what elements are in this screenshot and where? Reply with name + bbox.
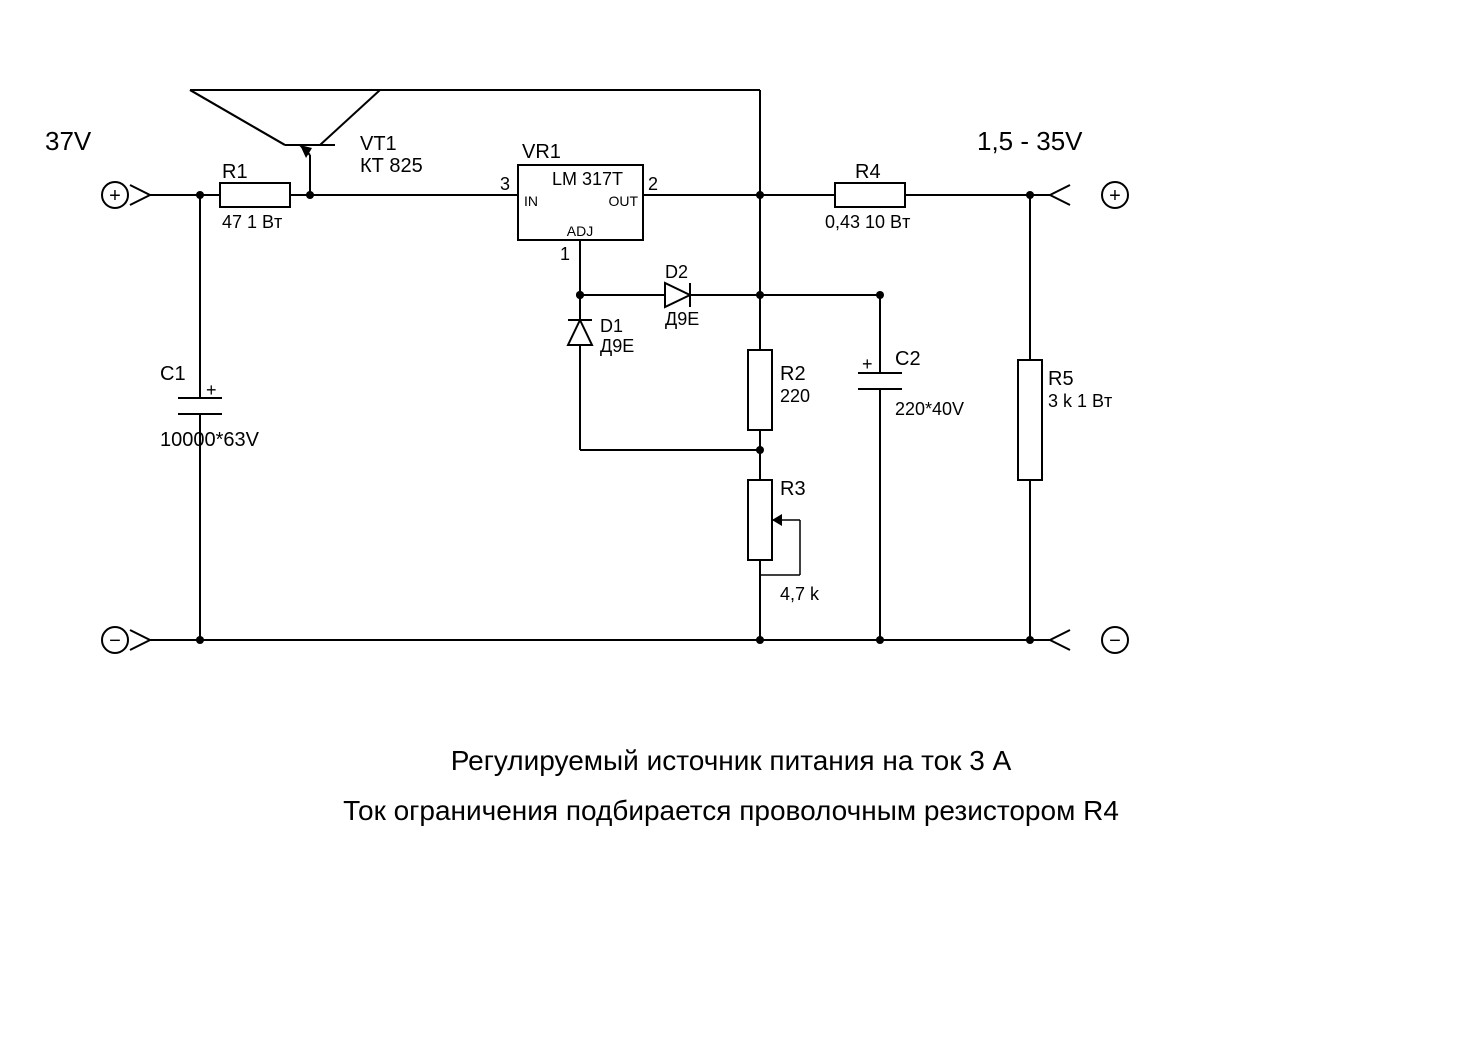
d1-val: Д9Е (600, 336, 634, 356)
r4-ref: R4 (855, 161, 881, 183)
r5-ref: R5 (1048, 368, 1074, 390)
r1-body (220, 183, 290, 207)
r5-body (1018, 360, 1042, 480)
caption-line2: Ток ограничения подбирается проволочным … (343, 795, 1119, 826)
r2-body (748, 350, 772, 430)
c1-ref: C1 (160, 363, 186, 385)
out-minus-terminal: − (1102, 627, 1128, 653)
d1-ref: D1 (600, 316, 623, 336)
r4-val: 0,43 10 Bт (825, 212, 910, 232)
c2-ref: C2 (895, 348, 921, 370)
d1-diode (568, 320, 592, 345)
d2-diode (665, 283, 690, 307)
in-minus-label: − (109, 630, 121, 652)
r3-val: 4,7 k (780, 584, 820, 604)
r2-val: 220 (780, 386, 810, 406)
r2-ref: R2 (780, 363, 806, 385)
r1-ref: R1 (222, 161, 248, 183)
c2-val: 220*40V (895, 399, 964, 419)
r4-body (835, 183, 905, 207)
in-minus-terminal: − (102, 627, 128, 653)
d2-val: Д9Е (665, 309, 699, 329)
in-plus-terminal: + (102, 182, 128, 208)
out-voltage-label: 1,5 - 35V (977, 126, 1083, 156)
vr1-adj: ADJ (567, 223, 593, 239)
vr1-in: IN (524, 193, 538, 209)
c1-pol: + (206, 380, 217, 400)
vt1-val: КТ 825 (360, 155, 423, 177)
c2-pol: + (862, 354, 873, 374)
in-plus-label: + (109, 185, 121, 207)
out-plus-terminal: + (1102, 182, 1128, 208)
schematic-svg: + − + − 37V 1,5 - 35V C1 + 10000*63V R1 … (0, 0, 1462, 1039)
d2-ref: D2 (665, 262, 688, 282)
vt1-ref: VT1 (360, 133, 397, 155)
in-voltage-label: 37V (45, 126, 92, 156)
c1-val: 10000*63V (160, 429, 260, 451)
vr1-ref: VR1 (522, 141, 561, 163)
r1-val: 47 1 Bт (222, 212, 282, 232)
r3-ref: R3 (780, 478, 806, 500)
vr1-pin3: 3 (500, 174, 510, 194)
vr1-pin2: 2 (648, 174, 658, 194)
out-plus-label: + (1109, 185, 1121, 207)
r3-body (748, 480, 772, 560)
vr1-pin1: 1 (560, 244, 570, 264)
r5-val: 3 k 1 Bт (1048, 391, 1112, 411)
vr1-part: LM 317T (552, 169, 623, 189)
caption-line1: Регулируемый источник питания на ток 3 А (451, 745, 1012, 776)
out-minus-label: − (1109, 630, 1121, 652)
vr1-out: OUT (608, 193, 638, 209)
